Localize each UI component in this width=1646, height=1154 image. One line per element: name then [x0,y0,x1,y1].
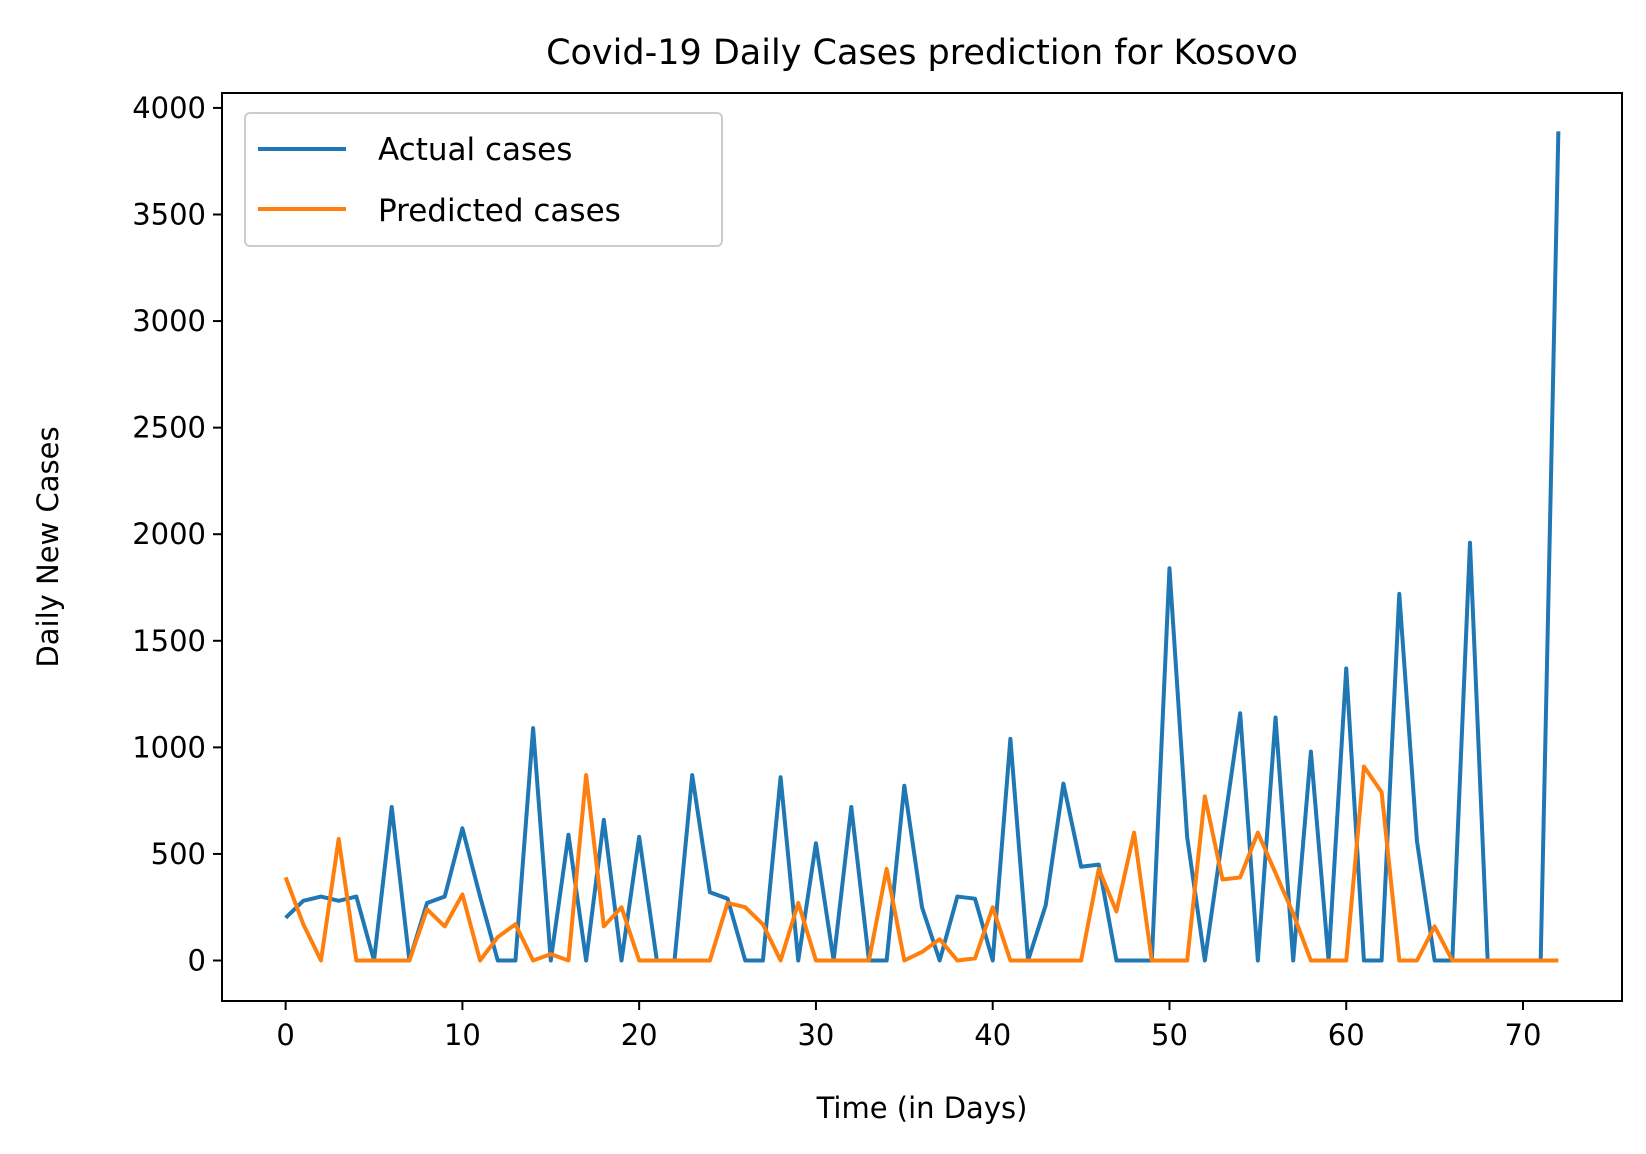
x-tick-label: 60 [1328,1018,1365,1052]
y-tick-label: 3500 [132,197,206,231]
x-tick-label: 10 [444,1018,481,1052]
series-line-actual-cases [284,131,1561,963]
x-tick-label: 0 [276,1018,294,1052]
x-axis-label: Time (in Days) [816,1091,1028,1125]
legend-label-actual: Actual cases [378,132,572,168]
plot-lines [283,131,1561,963]
x-tick-label: 40 [974,1018,1011,1052]
x-tick-label: 70 [1505,1018,1542,1052]
legend-label-predicted: Predicted cases [378,193,621,229]
y-tick-label: 4000 [132,91,206,125]
legend: Actual cases Predicted cases [244,112,723,247]
series-line-predicted-cases [283,764,1559,963]
y-tick-label: 1000 [132,730,206,764]
plot-frame [221,92,1623,1002]
y-axis-ticks: 0 500 1000 1500 2000 2500 3000 3500 4000 [132,91,222,978]
y-tick-label: 2000 [132,517,206,551]
x-tick-label: 20 [621,1018,658,1052]
y-tick-label: 3000 [132,304,206,338]
y-tick-label: 2500 [132,411,206,445]
y-tick-label: 500 [151,837,206,871]
y-tick-label: 0 [188,944,206,978]
y-tick-label: 1500 [132,624,206,658]
x-tick-label: 50 [1151,1018,1188,1052]
legend-box [244,112,723,247]
x-axis-ticks: 0 10 20 30 40 50 60 70 [276,1001,1541,1052]
chart-title: Covid-19 Daily Cases prediction for Koso… [546,33,1298,73]
x-tick-label: 30 [797,1018,834,1052]
y-axis-label: Daily New Cases [31,426,65,667]
